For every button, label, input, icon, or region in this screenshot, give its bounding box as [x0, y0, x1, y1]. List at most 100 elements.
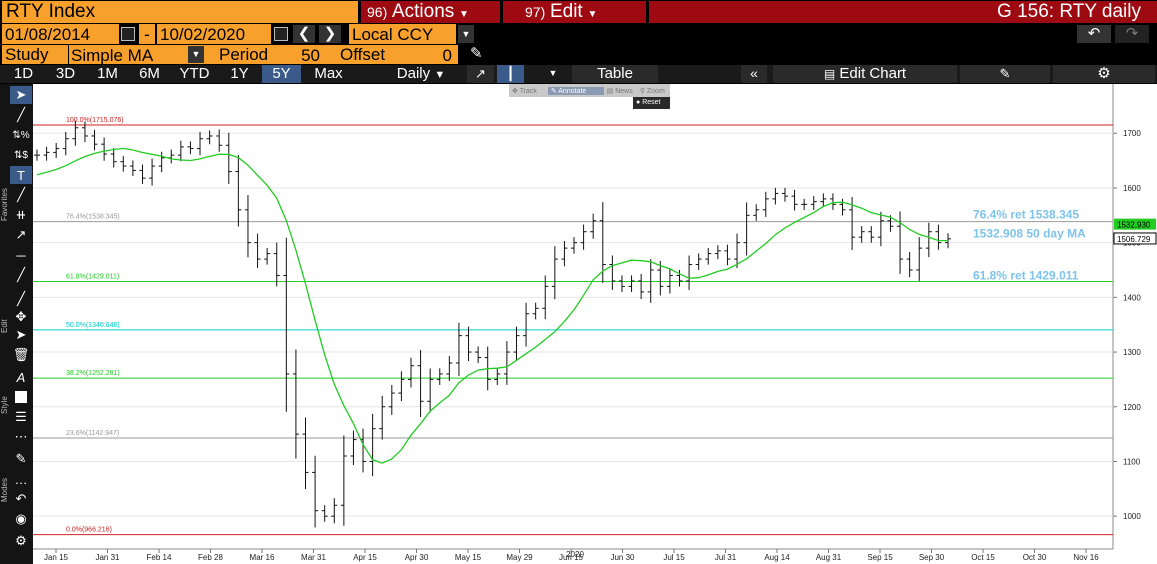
table-button[interactable]: Table: [572, 65, 658, 83]
gear-icon[interactable]: ⚙: [1053, 65, 1155, 83]
settings-icon[interactable]: ⚙: [15, 533, 27, 548]
chevron-down-icon[interactable]: ▼: [458, 25, 474, 43]
move-icon[interactable]: ✥: [15, 309, 27, 324]
x-tick-label: Sep 30: [919, 553, 945, 562]
mini-toolbar: ✥ Track ✎ Annotate ▤ News ⚲ Zoom: [509, 84, 670, 97]
period-button-1m[interactable]: 1M: [88, 65, 127, 83]
undo-button[interactable]: ↶: [1077, 25, 1111, 43]
calendar-icon[interactable]: [121, 27, 135, 41]
edit-chart-button[interactable]: ▤ Edit Chart: [773, 65, 957, 83]
pointer-icon[interactable]: ➤: [15, 327, 27, 342]
zoom-tool[interactable]: ⚲ Zoom: [639, 87, 665, 95]
ticker-field[interactable]: RTY Index: [2, 1, 358, 23]
collapse-icon[interactable]: «: [741, 65, 767, 83]
x-tick-label: Nov 16: [1073, 553, 1099, 562]
ma-tag: 1532.930: [1117, 221, 1151, 230]
ray-right-icon[interactable]: ╱: [17, 267, 25, 282]
price-tag: 1506.729: [1117, 235, 1151, 244]
ray-icon[interactable]: ↗: [15, 227, 27, 242]
fill-color-icon[interactable]: [10, 388, 32, 406]
screen-title: G 156: RTY daily: [649, 1, 1157, 23]
period-input[interactable]: 50: [286, 45, 322, 64]
edit-menu[interactable]: 97) Edit ▼: [503, 1, 646, 23]
font-icon[interactable]: A: [16, 369, 26, 385]
legend-entry: 61.8% ret 1429.011: [973, 268, 1079, 282]
x-tick-label: Feb 28: [198, 553, 223, 562]
currency-select[interactable]: Local CCY: [349, 24, 456, 44]
magnet-icon[interactable]: ↶: [15, 491, 27, 506]
fib-label: 100.0%(1715.076): [66, 117, 124, 124]
style-label: Style: [0, 396, 9, 414]
line-weight-icon[interactable]: ☰: [15, 409, 27, 424]
fib-label: 76.4%(1538.345): [66, 214, 120, 221]
period-button-6m[interactable]: 6M: [130, 65, 169, 83]
modes-label: Modes: [0, 478, 9, 503]
x-tick-label: Apr 30: [405, 553, 429, 562]
price-tag-box: [1113, 232, 1157, 245]
x-year-label: 2020: [566, 550, 584, 559]
x-tick-label: Aug 31: [816, 553, 842, 562]
offset-input[interactable]: 0: [442, 46, 452, 64]
study-select[interactable]: Simple MA: [68, 45, 186, 64]
palette-icon[interactable]: ◉: [15, 511, 27, 526]
chevron-down-icon: ▼: [587, 9, 598, 20]
dash-icon[interactable]: …: [14, 471, 28, 487]
x-tick-label: May 15: [455, 553, 482, 562]
trend-line-icon[interactable]: ╱: [17, 187, 25, 202]
y-tick-label: 1000: [1123, 512, 1141, 521]
eraser-icon[interactable]: ╱: [17, 291, 25, 306]
annotate-tool[interactable]: ✎ Annotate: [547, 86, 604, 95]
fib-label: 61.8%(1429.011): [66, 273, 119, 280]
news-tool[interactable]: ▤ News: [606, 87, 633, 95]
y-tick-label: 1100: [1123, 457, 1141, 466]
track-tool[interactable]: ✥ Track: [512, 87, 537, 95]
channel-icon[interactable]: ⧺: [15, 207, 27, 222]
legend-entry: 76.4% ret 1538.345: [973, 208, 1079, 222]
reset-button[interactable]: ● Reset: [633, 97, 670, 109]
ma-tag-box: [1114, 218, 1156, 230]
line-style-icon[interactable]: ⋯: [14, 429, 28, 444]
pen-icon[interactable]: ✎: [470, 45, 483, 62]
x-tick-label: Oct 30: [1023, 553, 1047, 562]
frequency-select[interactable]: Daily ▼: [383, 65, 459, 83]
period-button-1d[interactable]: 1D: [4, 65, 43, 83]
edit-side-label: Edit: [0, 319, 9, 333]
study-label: Study: [5, 45, 49, 64]
horizontal-line-icon[interactable]: ─: [16, 247, 26, 263]
period-button-1y[interactable]: 1Y: [220, 65, 259, 83]
chevron-down-icon[interactable]: ▼: [188, 46, 204, 63]
ohlc-bars-icon[interactable]: ┃: [497, 65, 524, 83]
fib-up-icon[interactable]: ⇅%: [12, 129, 30, 141]
price-chart[interactable]: 100.0%(1715.076) 76.4%(1538.345) 61.8%(142…: [33, 84, 1157, 564]
line-chart-icon[interactable]: ↗: [467, 65, 494, 83]
trash-icon[interactable]: 🗑: [12, 347, 30, 362]
x-tick-label: Jan 31: [95, 553, 120, 562]
start-date-field[interactable]: 01/08/2014: [2, 24, 119, 44]
frequency-label: Daily: [396, 65, 431, 82]
y-tick-label: 1300: [1123, 348, 1141, 357]
fib-dollar-icon[interactable]: ⇅$: [14, 149, 28, 161]
calendar-icon[interactable]: [274, 27, 288, 41]
edit-chart-label: Edit Chart: [839, 65, 907, 82]
legend-entry: 1532.908 50 day MA: [973, 227, 1086, 241]
pencil-icon[interactable]: ✎: [15, 451, 27, 466]
annotate-icon[interactable]: ✎: [960, 65, 1050, 83]
ma-line: [36, 147, 949, 464]
edit-label: Edit: [549, 1, 583, 22]
text-tool-icon[interactable]: T: [10, 166, 32, 184]
date-separator: -: [139, 24, 155, 44]
period-button-ytd[interactable]: YTD: [172, 65, 217, 83]
period-button-5y[interactable]: 5Y: [262, 65, 301, 83]
period-button-3d[interactable]: 3D: [46, 65, 85, 83]
next-period-button[interactable]: ❯: [319, 25, 341, 43]
line-tool-icon[interactable]: ╱: [17, 107, 25, 122]
period-button-max[interactable]: Max: [304, 65, 353, 83]
cursor-icon[interactable]: ➤: [10, 86, 32, 104]
actions-menu[interactable]: 96) Actions ▼: [361, 1, 500, 23]
actions-num: 96): [367, 4, 388, 20]
prev-period-button[interactable]: ❮: [293, 25, 315, 43]
end-date-field[interactable]: 10/02/2020: [157, 24, 271, 44]
chevron-down-icon[interactable]: ▼: [540, 65, 566, 83]
edit-num: 97): [525, 4, 546, 20]
redo-button[interactable]: ↷: [1115, 25, 1149, 43]
